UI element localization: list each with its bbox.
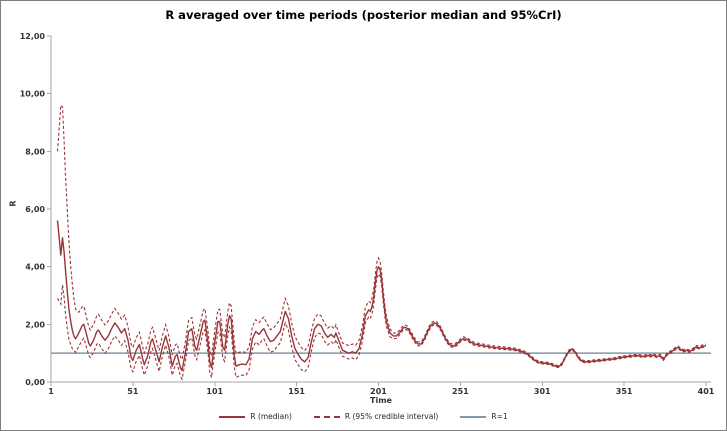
svg-text:201: 201 (370, 387, 387, 396)
legend-item-median: R (median) (219, 412, 292, 421)
median-line-swatch-icon (219, 415, 246, 418)
legend-item-r-equals-1: R=1 (460, 412, 508, 421)
legend-label-r-equals-1: R=1 (491, 412, 508, 421)
reference-line-swatch-icon (460, 415, 487, 418)
ci-dashed-line-swatch-icon (313, 415, 340, 418)
legend-label-credible-interval: R (95% credible interval) (344, 412, 439, 421)
svg-text:2,00: 2,00 (25, 320, 45, 329)
svg-text:301: 301 (534, 387, 551, 396)
svg-text:1: 1 (48, 387, 54, 396)
legend-item-credible-interval: R (95% credible interval) (313, 412, 439, 421)
y-axis-title: R (8, 200, 18, 207)
svg-text:0,00: 0,00 (25, 378, 45, 387)
svg-text:8,00: 8,00 (25, 147, 45, 156)
svg-text:6,00: 6,00 (25, 205, 45, 214)
svg-text:10,00: 10,00 (20, 90, 46, 99)
svg-text:401: 401 (698, 387, 715, 396)
svg-text:251: 251 (452, 387, 469, 396)
svg-text:51: 51 (127, 387, 139, 396)
legend-label-median: R (median) (250, 412, 292, 421)
chart-title: R averaged over time periods (posterior … (165, 8, 562, 22)
svg-text:4,00: 4,00 (25, 263, 45, 272)
chart-legend: R (median) R (95% credible interval) R=1 (1, 412, 726, 421)
svg-text:151: 151 (288, 387, 305, 396)
svg-text:351: 351 (616, 387, 633, 396)
svg-text:101: 101 (206, 387, 223, 396)
svg-text:12,00: 12,00 (20, 32, 46, 41)
x-axis-title: Time (370, 396, 392, 405)
